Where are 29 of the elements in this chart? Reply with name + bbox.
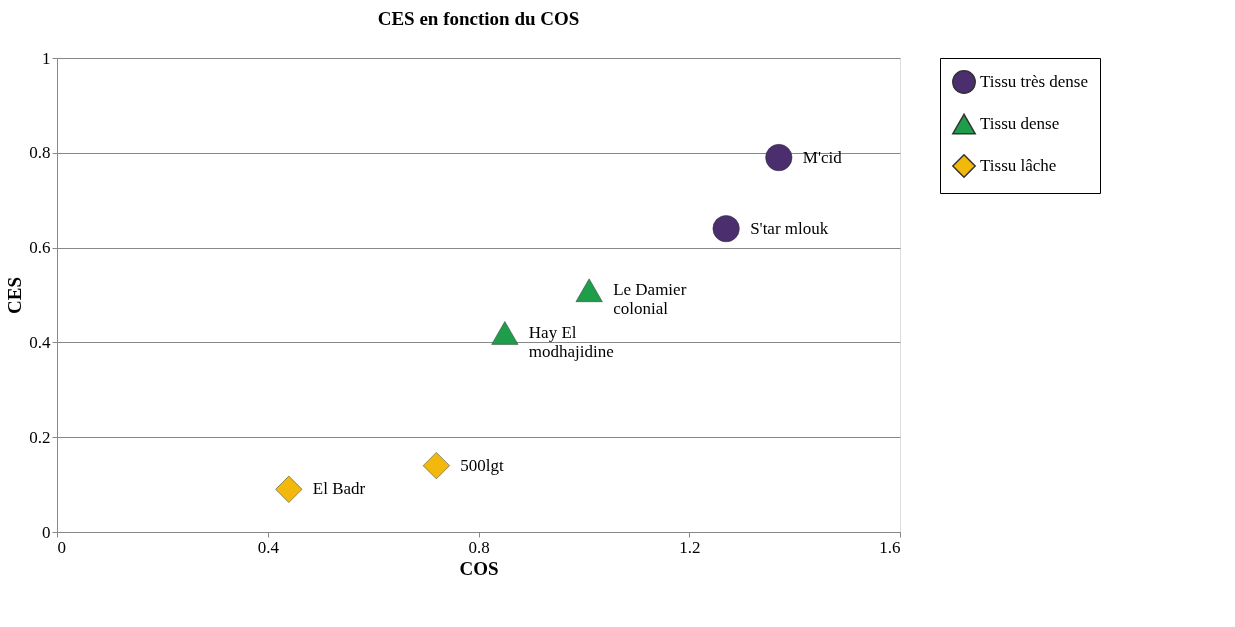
annotation: 500lgt bbox=[460, 455, 505, 475]
x-tick-label: 0 bbox=[57, 537, 66, 557]
point bbox=[275, 475, 303, 503]
y-tick-label: 0.8 bbox=[29, 143, 51, 163]
y-tick-label: 0.6 bbox=[29, 238, 51, 258]
legend-label: Tissu très dense bbox=[980, 72, 1088, 91]
annotation: Hay El modhajidine bbox=[528, 322, 614, 361]
point bbox=[575, 278, 603, 302]
x-tick-label: 0.8 bbox=[468, 537, 490, 557]
x-tick-label: 1.6 bbox=[879, 537, 901, 557]
annotation: El Badr bbox=[312, 479, 366, 499]
point bbox=[765, 144, 793, 171]
point bbox=[491, 321, 519, 345]
y-tick-label: 1 bbox=[42, 48, 51, 68]
annotation: S'tar mlouk bbox=[750, 218, 829, 238]
y-tick-label: 0.2 bbox=[29, 427, 51, 447]
x-tick-label: 0.4 bbox=[257, 537, 280, 557]
legend-label: Tissu dense bbox=[980, 114, 1060, 133]
y-tick-label: 0.4 bbox=[29, 332, 51, 352]
y-axis-title: CES bbox=[4, 277, 26, 314]
annotation: Le Damier colonial bbox=[613, 280, 687, 319]
point bbox=[422, 452, 450, 480]
x-tick-label: 1.2 bbox=[679, 537, 701, 557]
point bbox=[712, 215, 740, 243]
legend-label: Tissu lâche bbox=[980, 156, 1057, 175]
annotation: M'cid bbox=[802, 147, 843, 167]
chart-title: CES en fonction du COS bbox=[377, 8, 580, 29]
x-axis-title: COS bbox=[459, 557, 499, 579]
y-tick-label: 0 bbox=[42, 522, 51, 542]
